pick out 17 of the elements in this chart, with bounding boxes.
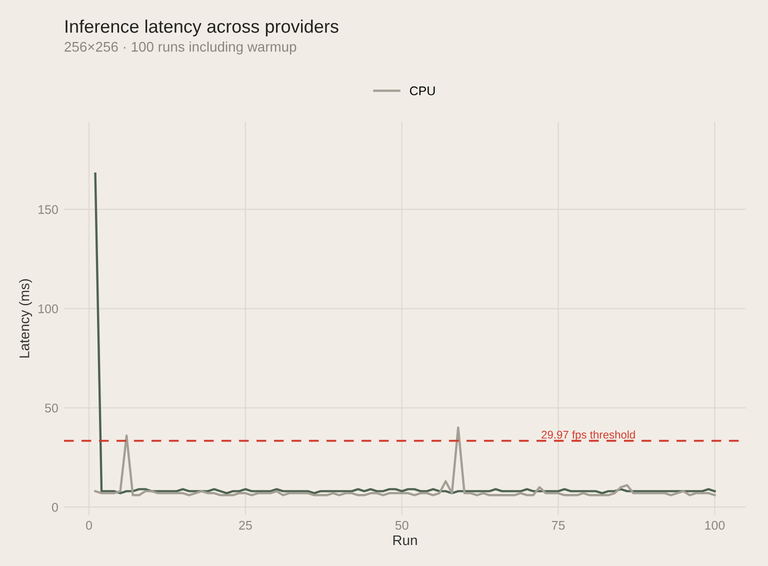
x-tick-label: 50 — [395, 520, 408, 530]
y-tick-label: 100 — [38, 304, 58, 314]
y-tick-label: 150 — [38, 205, 58, 214]
line-series — [94, 172, 716, 494]
legend-label: CPU — [410, 86, 435, 96]
y-tick-label: 0 — [52, 502, 58, 512]
x-tick-label: 0 — [86, 520, 92, 530]
x-tick-label: 75 — [552, 521, 565, 530]
chart-subtitle: 256×256 · 100 runs including warmup — [64, 42, 296, 54]
x-tick-label: 100 — [705, 520, 725, 530]
ref-line-label: 29.97 fps threshold — [542, 430, 635, 441]
line-series — [94, 426, 716, 496]
chart-title: Inference latency across providers — [66, 20, 338, 36]
y-axis-title: Latency (ms) — [19, 279, 32, 358]
y-tick-label: 50 — [45, 404, 58, 412]
x-tick-label: 25 — [239, 520, 252, 530]
x-axis-title: Run — [393, 535, 417, 546]
